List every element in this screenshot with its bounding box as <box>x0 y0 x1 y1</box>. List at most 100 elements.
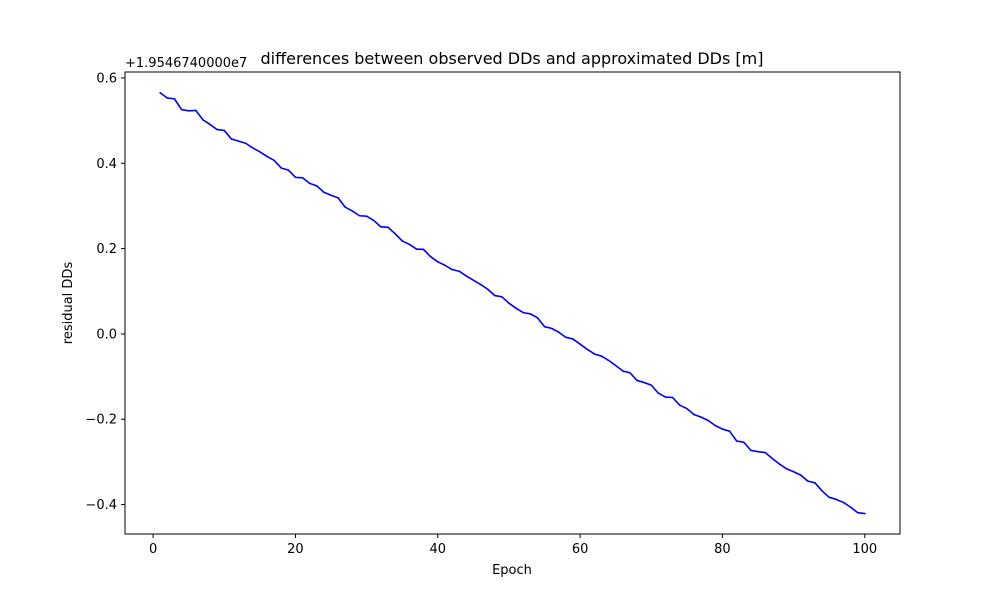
data-point <box>436 261 439 263</box>
data-point <box>792 470 795 473</box>
data-point <box>757 450 759 453</box>
data-point <box>678 404 681 406</box>
data-point <box>159 92 162 94</box>
data-point <box>422 248 425 251</box>
x-tick-label: 60 <box>572 542 589 557</box>
data-point <box>273 159 275 162</box>
y-axis-ticks: −0.4 −0.2 0.0 0.2 0.4 0.6 <box>85 71 125 513</box>
data-point <box>180 108 183 111</box>
data-point <box>664 396 667 398</box>
data-point <box>493 294 496 297</box>
data-point <box>657 392 660 395</box>
data-point <box>444 264 446 267</box>
data-point <box>643 381 645 384</box>
data-point <box>515 307 517 310</box>
y-axis-label: residual DDs <box>61 262 76 345</box>
y-tick-label: 0.2 <box>96 242 117 257</box>
data-point <box>814 482 816 484</box>
data-point <box>308 182 311 185</box>
data-point <box>358 214 361 217</box>
data-point <box>849 506 852 508</box>
data-point <box>529 313 532 315</box>
data-point <box>785 467 788 470</box>
data-point <box>607 359 610 362</box>
data-point <box>764 451 766 454</box>
y-tick-label: −0.2 <box>85 413 117 428</box>
data-point <box>337 197 339 199</box>
data-point <box>216 128 218 131</box>
x-axis-ticks: 0 20 40 60 80 100 <box>149 534 877 557</box>
data-point <box>415 248 418 250</box>
data-point <box>671 396 674 399</box>
data-point <box>223 129 226 132</box>
data-point <box>721 428 724 430</box>
data-point <box>472 279 475 281</box>
x-tick-label: 0 <box>149 542 157 557</box>
data-point <box>465 275 468 277</box>
data-point <box>315 185 318 187</box>
data-point <box>586 348 589 351</box>
data-point <box>187 110 190 112</box>
data-point <box>771 457 774 460</box>
data-point <box>856 511 859 514</box>
data-point <box>572 338 574 340</box>
data-point <box>451 268 453 271</box>
series-line <box>159 92 866 515</box>
y-tick-label: 0.0 <box>96 327 117 342</box>
data-point <box>294 176 297 179</box>
data-point <box>458 270 460 273</box>
data-point <box>728 430 731 432</box>
x-tick-label: 80 <box>714 542 731 557</box>
data-point <box>287 169 290 171</box>
data-point <box>650 384 653 386</box>
data-point <box>486 288 489 290</box>
data-point <box>280 167 283 169</box>
data-point <box>323 191 325 194</box>
data-point <box>600 355 603 357</box>
data-point <box>372 219 375 222</box>
data-point <box>636 379 638 382</box>
data-point <box>807 480 809 482</box>
plot-frame <box>124 71 901 535</box>
data-point <box>501 296 503 298</box>
data-point <box>686 407 688 410</box>
series-layer <box>159 92 866 515</box>
data-point <box>828 496 830 499</box>
data-point <box>408 243 411 246</box>
x-tick-label: 40 <box>430 542 447 557</box>
data-point <box>579 343 581 345</box>
data-point <box>735 440 738 442</box>
data-point <box>259 150 261 153</box>
data-point <box>479 283 482 286</box>
data-point <box>742 441 745 444</box>
data-point <box>557 331 560 334</box>
data-point <box>707 419 710 422</box>
data-point <box>387 226 389 229</box>
data-point <box>536 316 539 319</box>
data-point <box>821 490 823 492</box>
data-point <box>230 138 233 140</box>
y-tick-label: 0.4 <box>96 157 117 172</box>
data-point <box>550 327 553 330</box>
data-point <box>244 142 247 145</box>
data-point <box>508 302 510 305</box>
y-tick-label: 0.6 <box>96 71 117 86</box>
data-point <box>166 97 169 99</box>
data-point <box>365 215 368 217</box>
data-point <box>251 147 254 149</box>
data-point <box>629 371 631 374</box>
data-point <box>700 416 702 418</box>
data-point <box>543 325 546 328</box>
data-point <box>565 336 567 339</box>
data-point <box>209 123 211 126</box>
data-point <box>237 140 240 142</box>
data-point <box>835 498 838 501</box>
data-point <box>394 232 396 235</box>
x-axis-label: Epoch <box>492 563 532 578</box>
data-point <box>173 98 176 100</box>
data-point <box>330 194 332 197</box>
x-tick-label: 20 <box>287 542 304 557</box>
data-point <box>195 109 197 112</box>
data-point <box>693 413 695 416</box>
data-point <box>614 364 617 367</box>
